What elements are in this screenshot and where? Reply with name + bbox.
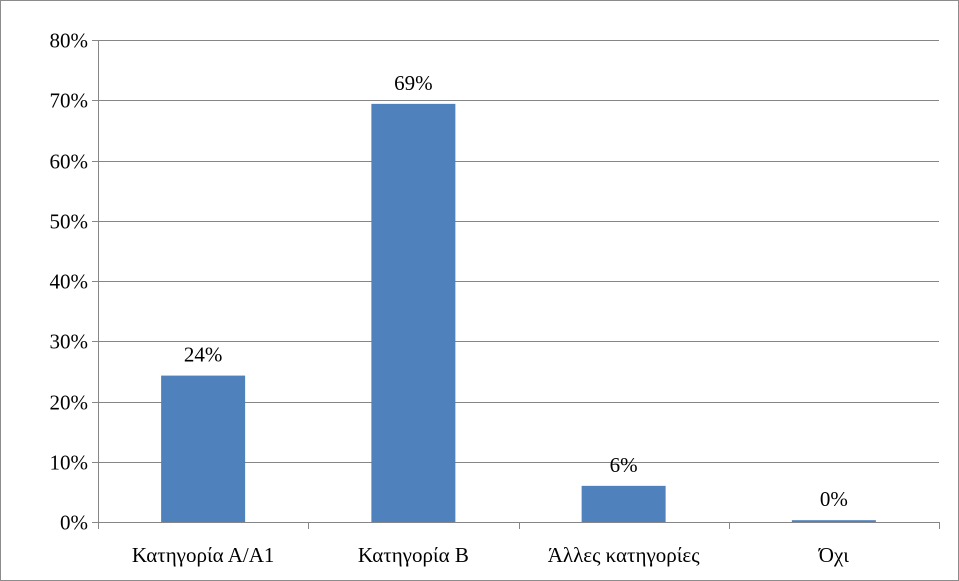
data-label: 24% bbox=[184, 343, 223, 367]
bar bbox=[581, 485, 666, 522]
x-tick-label: Όχι bbox=[818, 543, 849, 567]
bar bbox=[161, 375, 246, 522]
bar bbox=[371, 103, 456, 523]
y-tick-label: 60% bbox=[50, 150, 89, 174]
y-tick-label: 0% bbox=[60, 511, 88, 535]
data-label: 6% bbox=[610, 453, 638, 477]
data-label: 0% bbox=[820, 487, 848, 511]
y-tick-label: 70% bbox=[50, 89, 89, 113]
y-tick-label: 50% bbox=[50, 210, 89, 234]
y-tick-label: 20% bbox=[50, 391, 89, 415]
data-label: 69% bbox=[394, 71, 433, 95]
y-tick-label: 10% bbox=[50, 451, 89, 475]
y-tick-label: 80% bbox=[50, 29, 89, 53]
labels: 0% 10% 20% 30% 40% 50% 60% 70% 80% 24% Κατηγορία Α… bbox=[50, 29, 850, 568]
x-tick-label: Κατηγορία Α/Α1 bbox=[132, 543, 274, 567]
axes bbox=[92, 40, 940, 529]
bar bbox=[791, 520, 876, 522]
x-tick-label: Άλλες κατηγορίες bbox=[548, 543, 700, 567]
x-tick-label: Κατηγορία Β bbox=[358, 543, 469, 567]
y-tick-label: 40% bbox=[50, 270, 89, 294]
bars bbox=[161, 103, 876, 523]
y-tick-label: 30% bbox=[50, 330, 89, 354]
